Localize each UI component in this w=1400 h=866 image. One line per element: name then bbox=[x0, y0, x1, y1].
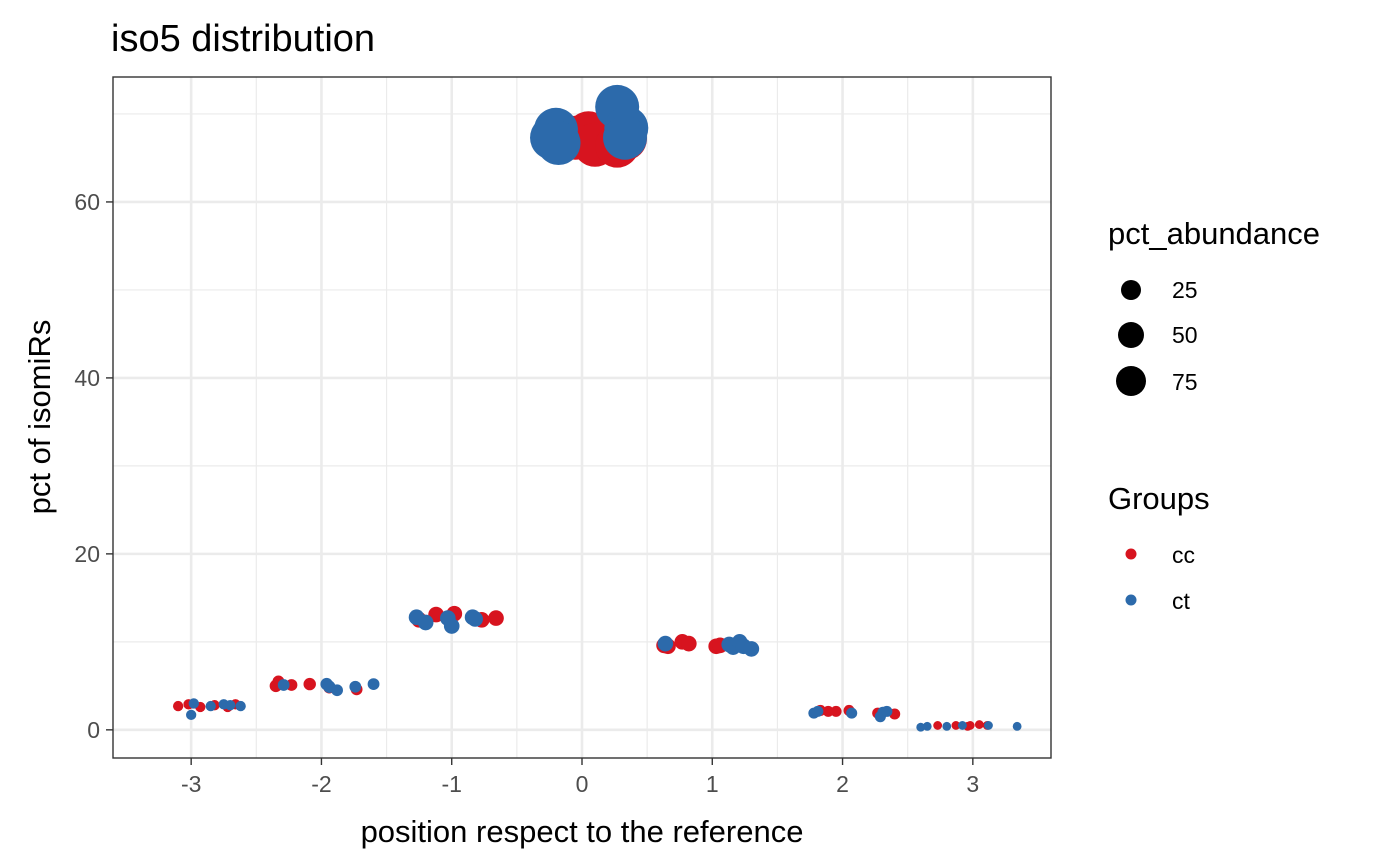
data-point-ct bbox=[443, 618, 460, 634]
x-tick-label: 0 bbox=[576, 771, 589, 797]
y-axis-label: pct of isomiRs bbox=[22, 320, 57, 515]
x-tick-label: -3 bbox=[181, 771, 201, 797]
data-point-ct bbox=[205, 700, 216, 712]
data-point-ct bbox=[958, 721, 967, 730]
y-axis: 0 20 40 60 bbox=[74, 189, 113, 743]
x-tick-label: -2 bbox=[311, 771, 331, 797]
size-legend-key-50 bbox=[1118, 322, 1144, 348]
data-point-cc bbox=[830, 705, 842, 717]
data-point-cc bbox=[172, 700, 184, 712]
size-legend-label-25: 25 bbox=[1172, 277, 1198, 303]
size-legend-key-75 bbox=[1116, 366, 1146, 396]
data-point-ct bbox=[536, 120, 581, 165]
data-point-ct bbox=[277, 679, 290, 691]
x-tick-label: 1 bbox=[706, 771, 719, 797]
size-legend-title: pct_abundance bbox=[1108, 216, 1320, 251]
data-point-ct bbox=[188, 698, 199, 709]
data-point-ct bbox=[186, 709, 197, 721]
size-legend-key-25 bbox=[1121, 280, 1141, 300]
data-point-ct bbox=[367, 678, 380, 690]
color-legend: Groups cc ct bbox=[1108, 481, 1210, 614]
grid-major bbox=[113, 77, 1051, 758]
data-point-cc bbox=[822, 705, 834, 717]
y-tick-label: 20 bbox=[74, 541, 100, 567]
data-point-ct bbox=[743, 641, 760, 657]
color-legend-title: Groups bbox=[1108, 481, 1210, 516]
data-point-ct bbox=[1012, 721, 1022, 731]
data-point-ct bbox=[657, 635, 674, 652]
data-point-cc bbox=[933, 721, 943, 730]
x-axis-label: position respect to the reference bbox=[361, 814, 804, 849]
data-point-cc bbox=[974, 720, 984, 729]
size-legend: pct_abundance 25 50 75 bbox=[1108, 216, 1320, 396]
data-point-ct bbox=[349, 680, 362, 693]
data-point-cc bbox=[681, 635, 697, 652]
data-point-cc bbox=[951, 721, 961, 730]
chart-title: iso5 distribution bbox=[111, 18, 375, 60]
x-tick-label: -1 bbox=[441, 771, 461, 797]
color-legend-key-ct bbox=[1125, 594, 1137, 606]
data-points bbox=[172, 84, 1022, 732]
data-point-ct bbox=[846, 707, 858, 719]
x-tick-label: 2 bbox=[836, 771, 849, 797]
data-point-ct bbox=[881, 705, 893, 717]
x-tick-label: 3 bbox=[966, 771, 979, 797]
y-tick-label: 60 bbox=[74, 189, 100, 215]
data-point-cc bbox=[303, 677, 316, 691]
data-point-ct bbox=[331, 684, 343, 697]
data-point-ct bbox=[812, 705, 824, 717]
data-point-ct bbox=[467, 611, 483, 627]
data-point-ct bbox=[602, 115, 647, 160]
data-point-ct bbox=[942, 721, 952, 731]
data-point-ct bbox=[417, 614, 434, 631]
size-legend-label-75: 75 bbox=[1172, 369, 1198, 395]
color-legend-label-ct: ct bbox=[1172, 588, 1191, 614]
data-point-ct bbox=[225, 700, 236, 711]
size-legend-label-50: 50 bbox=[1172, 322, 1198, 348]
x-axis: -3 -2 -1 0 1 2 3 bbox=[181, 758, 979, 797]
data-point-cc bbox=[965, 721, 975, 730]
data-point-ct bbox=[235, 700, 246, 712]
color-legend-key-cc bbox=[1125, 548, 1137, 560]
y-tick-label: 0 bbox=[87, 717, 100, 743]
y-tick-label: 40 bbox=[74, 365, 100, 391]
color-legend-label-cc: cc bbox=[1172, 542, 1195, 568]
data-point-ct bbox=[922, 721, 932, 731]
data-point-cc bbox=[488, 610, 504, 626]
data-point-ct bbox=[916, 722, 926, 732]
data-point-ct bbox=[984, 721, 993, 730]
